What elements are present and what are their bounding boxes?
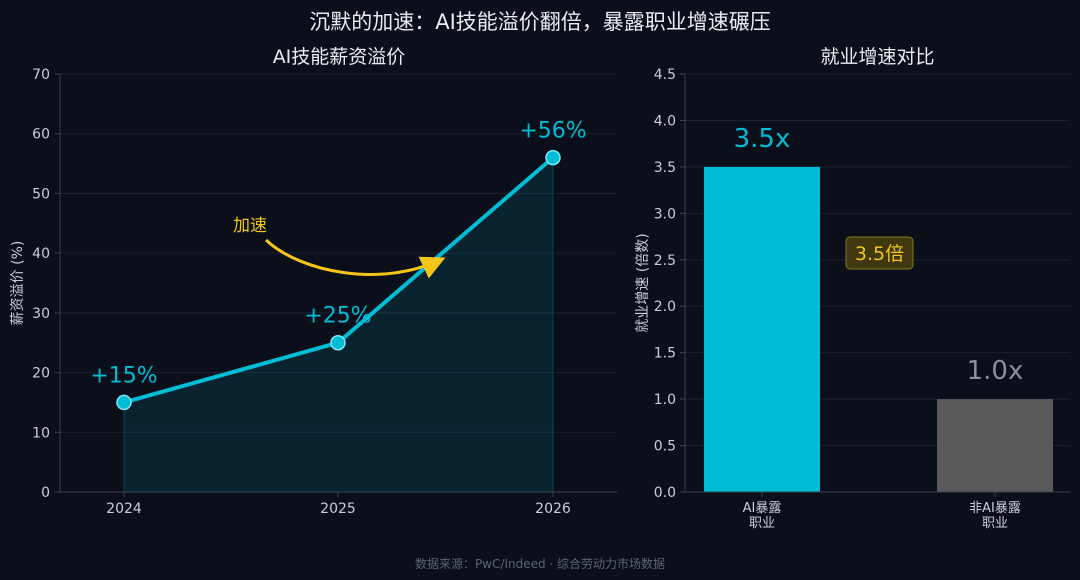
bar-data-label: 1.0x — [967, 356, 1024, 386]
line-area-fill — [124, 157, 553, 492]
bar-x-tick-label: AI暴露 — [743, 501, 782, 516]
main-title: 沉默的加速：AI技能溢价翻倍，暴露职业增速碾压 — [309, 10, 771, 34]
line-chart-title: AI技能薪资溢价 — [272, 46, 406, 68]
line-area-edges — [123, 157, 554, 492]
line-y-tick-label: 70 — [32, 67, 50, 83]
bar-data-label: 3.5x — [734, 124, 791, 154]
line-x-tick-label: 2026 — [535, 501, 571, 517]
bar-y-tick-label: 1.0 — [654, 392, 676, 408]
bar-y-tick-label: 3.0 — [654, 206, 676, 222]
line-y-tick-label: 20 — [32, 366, 50, 382]
line-data-label: +56% — [519, 119, 586, 144]
bar-x-tick-label: 职业 — [749, 516, 775, 531]
bar-y-tick-label: 2.0 — [654, 299, 676, 315]
bar-y-tick-label: 0.0 — [654, 485, 676, 501]
line-point — [545, 149, 561, 166]
line-data-label: +15% — [90, 363, 157, 388]
line-y-tick-label: 50 — [32, 186, 50, 202]
line-y-tick-label: 0 — [41, 485, 50, 501]
line-chart-grid — [60, 73, 617, 433]
bar — [704, 166, 820, 492]
bar-y-tick-label: 4.0 — [654, 113, 676, 129]
line-y-tick-label: 40 — [32, 246, 50, 262]
line-points — [116, 149, 561, 411]
bar-y-ticks: 0.0 0.5 1.0 1.5 2.0 2.5 3.0 3.5 4.0 4.5 — [654, 67, 685, 501]
line-y-tick-label: 30 — [32, 306, 50, 322]
bar-y-tick-label: 0.5 — [654, 439, 676, 455]
line-y-tick-label: 10 — [32, 425, 50, 441]
bar-y-tick-label: 2.5 — [654, 253, 676, 269]
bar-y-tick-label: 4.5 — [654, 67, 676, 83]
accelerate-annotation: 加速 — [233, 216, 267, 236]
bar-x-tick-label: 非AI暴露 — [969, 501, 1021, 516]
bar-x-tick-label: 职业 — [982, 516, 1008, 531]
data-source-footer: 数据来源：PwC/Indeed · 综合劳动力市场数据 — [414, 557, 666, 571]
bar-chart-axes — [684, 74, 1070, 493]
line-data-labels: +15% +25% +56% — [90, 119, 586, 389]
bar — [937, 399, 1053, 492]
line-point — [330, 334, 346, 351]
line-x-tick-label: 2025 — [320, 501, 356, 517]
bar-y-axis-label: 就业增速 (倍数) — [635, 233, 651, 332]
line-y-axis-label: 薪资溢价 (%) — [10, 241, 26, 326]
bar-y-tick-label: 3.5 — [654, 160, 676, 176]
line-data-label: +25% — [304, 304, 371, 329]
ratio-badge-text: 3.5倍 — [855, 243, 904, 265]
bar-data-labels: 3.5x 1.0x — [734, 124, 1024, 386]
line-y-ticks: 0 10 20 30 40 50 60 70 — [32, 67, 60, 501]
bar-chart-title: 就业增速对比 — [820, 46, 935, 68]
accelerate-arrow — [264, 238, 446, 279]
ratio-badge-box — [845, 236, 914, 270]
bar-y-tick-label: 1.5 — [654, 346, 676, 362]
bars — [704, 166, 1053, 492]
line-y-tick-label: 60 — [32, 127, 50, 143]
line-x-ticks: 2024 2025 2026 — [106, 492, 571, 517]
line-x-tick-label: 2024 — [106, 501, 142, 517]
line-point — [116, 394, 132, 411]
